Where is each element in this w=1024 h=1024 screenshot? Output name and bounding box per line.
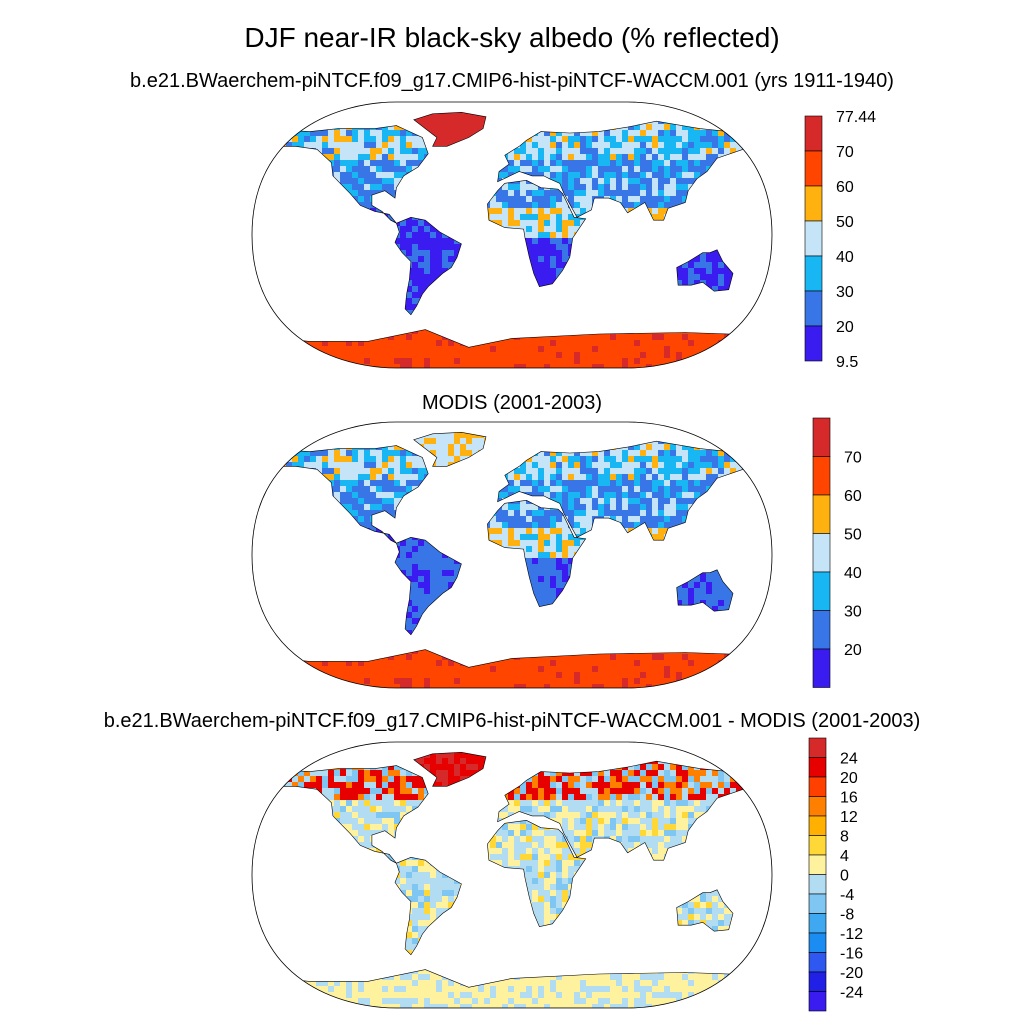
colorbar-label: -4 (840, 887, 854, 904)
coastline (394, 216, 462, 316)
colorbar-box (812, 571, 831, 611)
colorbar-box (808, 952, 827, 973)
coastline (676, 569, 734, 612)
colorbar-box (808, 815, 827, 836)
coastline (268, 765, 429, 864)
colorbar-label: -20 (840, 965, 863, 982)
coastline (676, 249, 734, 292)
colorbar-box (808, 971, 827, 992)
colorbar-box (812, 533, 831, 573)
colorbar-label: 60 (844, 488, 862, 505)
coastline (394, 536, 462, 636)
coastline (497, 120, 772, 221)
colorbar-box (808, 776, 827, 797)
colorbar-box (808, 835, 827, 856)
colorbar-box (812, 417, 831, 457)
colorbar-box (808, 757, 827, 778)
colorbar-box (804, 255, 823, 292)
coastline (413, 431, 487, 467)
colorbar-model: 77.44 70 60 50 40 30 20 9.5 (804, 109, 876, 371)
colorbar-label: -8 (840, 907, 854, 924)
colorbar-label: 50 (844, 527, 862, 544)
map-obs (251, 421, 773, 689)
colorbar-box (804, 185, 823, 222)
figure-title: DJF near-IR black-sky albedo (% reflecte… (244, 22, 780, 53)
colorbar-label: 30 (844, 604, 862, 621)
colorbar-label: -24 (840, 985, 863, 1002)
colorbar-label: 20 (836, 319, 854, 336)
colorbar-box (812, 456, 831, 496)
colorbar-label: 30 (836, 284, 854, 301)
coastline (394, 856, 462, 956)
colorbar-box (804, 290, 823, 327)
colorbar-box (808, 737, 827, 758)
colorbar-label: -12 (840, 926, 863, 943)
coastline (497, 760, 772, 861)
colorbar-label: 20 (840, 770, 858, 787)
colorbar-box (812, 648, 831, 688)
colorbar-box (812, 610, 831, 650)
colorbar-box (808, 893, 827, 914)
colorbar-label: 40 (836, 249, 854, 266)
coastline (487, 499, 587, 608)
panel-title-model: b.e21.BWaerchem-piNTCF.f09_g17.CMIP6-his… (130, 70, 894, 92)
colorbar-label: 60 (836, 179, 854, 196)
map-frame (251, 741, 773, 1009)
coastline (268, 445, 429, 544)
colorbar-label: 8 (840, 829, 849, 846)
colorbar-label: 12 (840, 809, 858, 826)
colorbar-obs: 70 60 50 40 30 20 (812, 417, 862, 688)
coastline (268, 125, 429, 224)
colorbar-box (804, 220, 823, 257)
colorbar-label: 50 (836, 214, 854, 231)
coastline (252, 649, 772, 688)
colorbar-box (812, 494, 831, 534)
panel-title-diff: b.e21.BWaerchem-piNTCF.f09_g17.CMIP6-his… (103, 710, 921, 732)
coastline (676, 889, 734, 932)
colorbar-box (808, 991, 827, 1012)
colorbar-label: 20 (844, 642, 862, 659)
land-antarctica (252, 969, 772, 1008)
coastline (413, 751, 487, 787)
colorbar-label: 0 (840, 868, 849, 885)
coastline (413, 111, 487, 147)
land-southAmerica (395, 217, 462, 315)
coastline (487, 179, 587, 288)
land-northAmerica (269, 125, 429, 224)
colorbar-label: 70 (836, 144, 854, 161)
coastline (252, 969, 772, 1008)
colorbar-box (808, 913, 827, 934)
land-southAmerica (395, 857, 462, 955)
colorbar-box (804, 150, 823, 187)
map-frame (251, 421, 773, 689)
colorbar-box (804, 115, 823, 152)
colorbar-label: 9.5 (836, 354, 858, 371)
colorbar-label: 40 (844, 565, 862, 582)
colorbar-label: 24 (840, 751, 858, 768)
colorbar-diff: 24 20 16 12 8 4 0 -4 -8 -12 -16 -20 -24 (808, 737, 863, 1012)
colorbar-label: 77.44 (836, 109, 876, 126)
colorbar-box (808, 874, 827, 895)
map-diff (251, 741, 773, 1009)
coastline (252, 329, 772, 368)
colorbar-label: 4 (840, 848, 849, 865)
colorbar-box (808, 796, 827, 817)
land-northAmerica (269, 445, 429, 544)
map-frame (251, 101, 773, 369)
map-model (251, 101, 773, 369)
colorbar-label: 16 (840, 790, 858, 807)
colorbar-box (804, 325, 823, 362)
colorbar-label: 70 (844, 450, 862, 467)
land-antarctica (252, 649, 772, 688)
colorbar-label: -16 (840, 946, 863, 963)
coastline (487, 819, 587, 928)
land-southAmerica (395, 537, 462, 635)
colorbar-box (808, 854, 827, 875)
land-antarctica (252, 329, 772, 368)
land-northAmerica (269, 765, 429, 864)
colorbar-box (808, 932, 827, 953)
panel-title-obs: MODIS (2001-2003) (421, 392, 603, 414)
coastline (497, 440, 772, 541)
